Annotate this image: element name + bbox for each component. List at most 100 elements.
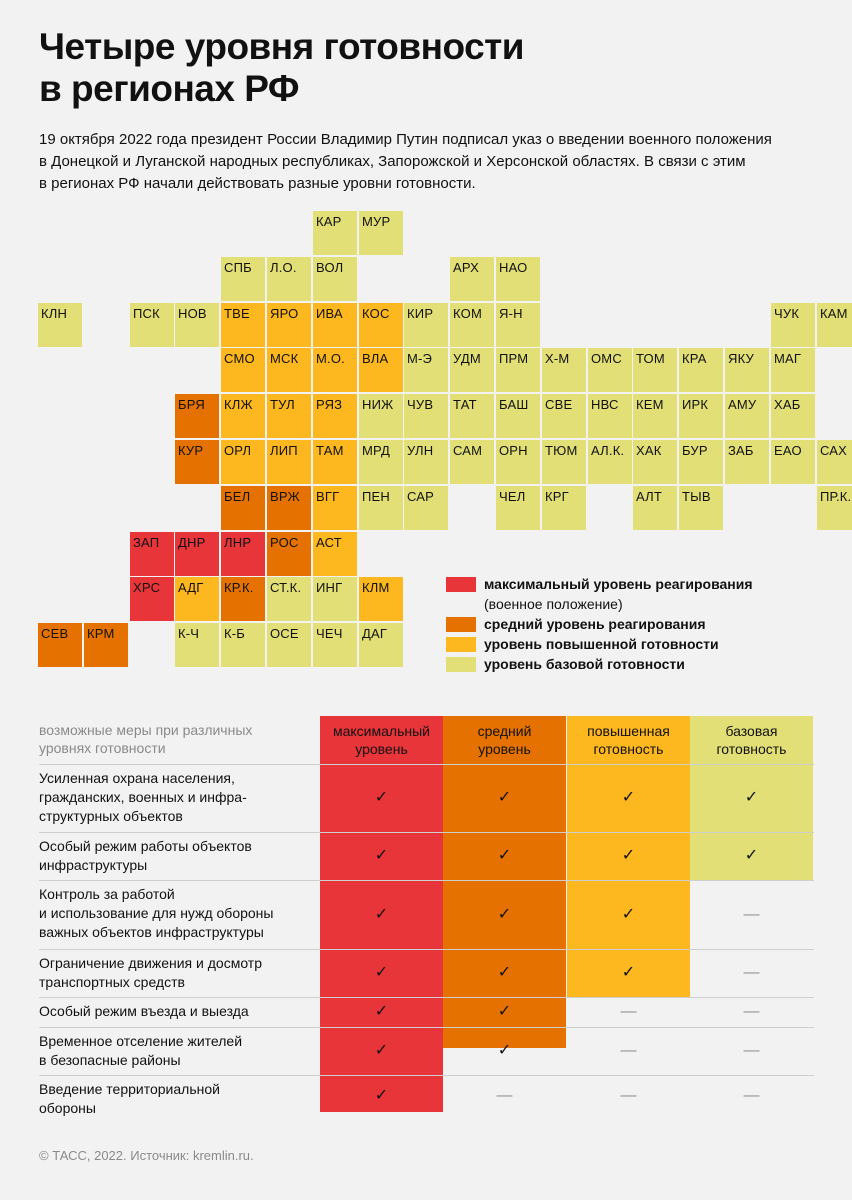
check-icon: ✓	[374, 789, 389, 806]
measure-label-line: Ограничение движения и досмотр	[39, 955, 262, 971]
region-tile: ПЕН	[359, 486, 403, 530]
measure-label-line: важных объектов инфраструктуры	[39, 924, 264, 940]
column-header-max: максимальный уровень	[320, 716, 443, 764]
region-tile: ЧУК	[771, 303, 815, 347]
legend-swatch-max	[446, 577, 476, 592]
region-tile: Я-Н	[496, 303, 540, 347]
region-tile: ИНГ	[313, 577, 357, 621]
check-icon: ✓	[374, 847, 389, 864]
region-tile: МРД	[359, 440, 403, 484]
check-icon: ✓	[744, 847, 759, 864]
region-tile: КИР	[404, 303, 448, 347]
region-tile: ЧЕЧ	[313, 623, 357, 667]
region-tile: Х-М	[542, 348, 586, 392]
dash-icon: —	[743, 1003, 760, 1020]
column-bg-max	[320, 716, 443, 1112]
legend-item-high: уровень повышенной готовности	[446, 634, 826, 654]
region-tile: КОМ	[450, 303, 494, 347]
check-icon: ✓	[497, 906, 512, 923]
region-tile: КАР	[313, 211, 357, 255]
check-icon: ✓	[497, 789, 512, 806]
region-tile: КРА	[679, 348, 723, 392]
measure-label-line: Особый режим работы объектов	[39, 838, 252, 854]
column-header-line: готовность	[593, 741, 664, 757]
measures-table: возможные меры при различных уровнях гот…	[39, 716, 814, 1116]
region-tile: ТЮМ	[542, 440, 586, 484]
region-tile: БАШ	[496, 394, 540, 438]
region-tile: АЛТ	[633, 486, 677, 530]
region-tile: ЧУВ	[404, 394, 448, 438]
region-tile: ЯКУ	[725, 348, 769, 392]
region-tile: КР.К.	[221, 577, 265, 621]
column-bg-high	[567, 716, 690, 997]
region-tile: ОРЛ	[221, 440, 265, 484]
source-footer: © ТАСС, 2022. Источник: kremlin.ru.	[39, 1148, 254, 1163]
measure-label-line: Усиленная охрана населения,	[39, 770, 235, 786]
check-icon: ✓	[497, 1042, 512, 1059]
region-tile: ТЫВ	[679, 486, 723, 530]
check-icon: ✓	[497, 847, 512, 864]
check-icon: ✓	[497, 1003, 512, 1020]
dash-icon: —	[620, 1003, 637, 1020]
dash-icon: —	[743, 906, 760, 923]
measure-label-line: гражданских, военных и инфра-	[39, 789, 247, 805]
region-tile: СТ.К.	[267, 577, 311, 621]
region-tile: АЛ.К.	[588, 440, 632, 484]
intro-line: 19 октября 2022 года президент России Вл…	[39, 131, 772, 148]
column-header-line: уровень	[478, 741, 531, 757]
measure-label: Особый режим въезда и выезда	[39, 1002, 309, 1021]
region-tile: ВГГ	[313, 486, 357, 530]
column-header-line: максимальный	[332, 723, 430, 739]
region-tile: БРЯ	[175, 394, 219, 438]
region-tile: СМО	[221, 348, 265, 392]
measure-label-line: Временное отселение жителей	[39, 1033, 243, 1049]
region-tile: УЛН	[404, 440, 448, 484]
region-tile: КРМ	[84, 623, 128, 667]
row-divider	[39, 880, 814, 881]
region-tile: ДАГ	[359, 623, 403, 667]
region-tile: РОС	[267, 532, 311, 576]
measure-label: Введение территориальной обороны	[39, 1080, 309, 1118]
region-tile: НИЖ	[359, 394, 403, 438]
column-header-line: повышенная	[587, 723, 670, 739]
region-tile: ДНР	[175, 532, 219, 576]
column-header-line: базовая	[725, 723, 778, 739]
region-tile: БЕЛ	[221, 486, 265, 530]
page-title: Четыре уровня готовности в регионах РФ	[39, 26, 799, 110]
title-line: Четыре уровня готовности	[39, 26, 525, 67]
check-icon: ✓	[621, 847, 636, 864]
measure-label: Временное отселение жителей в безопасные …	[39, 1032, 309, 1070]
legend-label: максимальный уровень реагирования	[484, 576, 753, 592]
region-tile: АРХ	[450, 257, 494, 301]
region-tile: АСТ	[313, 532, 357, 576]
measure-label: Особый режим работы объектов инфраструкту…	[39, 837, 309, 875]
region-tile: БУР	[679, 440, 723, 484]
intro-line: в Донецкой и Луганской народных республи…	[39, 153, 746, 170]
region-tile: М.О.	[313, 348, 357, 392]
region-tile: ЕАО	[771, 440, 815, 484]
measure-label-line: инфраструктуры	[39, 857, 148, 873]
column-header-line: уровень	[355, 741, 408, 757]
measure-label-line: обороны	[39, 1100, 96, 1116]
column-header-line: готовность	[716, 741, 787, 757]
column-bg-base	[690, 716, 813, 881]
legend-label: уровень базовой готовности	[484, 656, 685, 672]
region-tile: ИРК	[679, 394, 723, 438]
column-header-high: повышенная готовность	[567, 716, 690, 764]
measure-label: Усиленная охрана населения, гражданских, …	[39, 769, 309, 826]
check-icon: ✓	[374, 1042, 389, 1059]
table-caption-line: возможные меры при различных	[39, 722, 253, 738]
region-tile: ВОЛ	[313, 257, 357, 301]
region-tile: КЕМ	[633, 394, 677, 438]
regions-tile-map: КАР МУР СПБ Л.О. ВОЛ АРХ НАО КЛН ПСК НОВ ТВЕ ЯРО ИВА…	[38, 211, 852, 667]
measure-label: Контроль за работой и использование для н…	[39, 885, 309, 942]
region-tile: КУР	[175, 440, 219, 484]
legend-label: средний уровень реагирования	[484, 616, 706, 632]
region-tile: ЯРО	[267, 303, 311, 347]
measure-label-line: Введение территориальной	[39, 1081, 220, 1097]
region-tile: КЛН	[38, 303, 82, 347]
region-tile: ОМС	[588, 348, 632, 392]
row-divider	[39, 1075, 814, 1076]
table-caption: возможные меры при различных уровнях гот…	[39, 721, 252, 757]
region-tile: ОСЕ	[267, 623, 311, 667]
